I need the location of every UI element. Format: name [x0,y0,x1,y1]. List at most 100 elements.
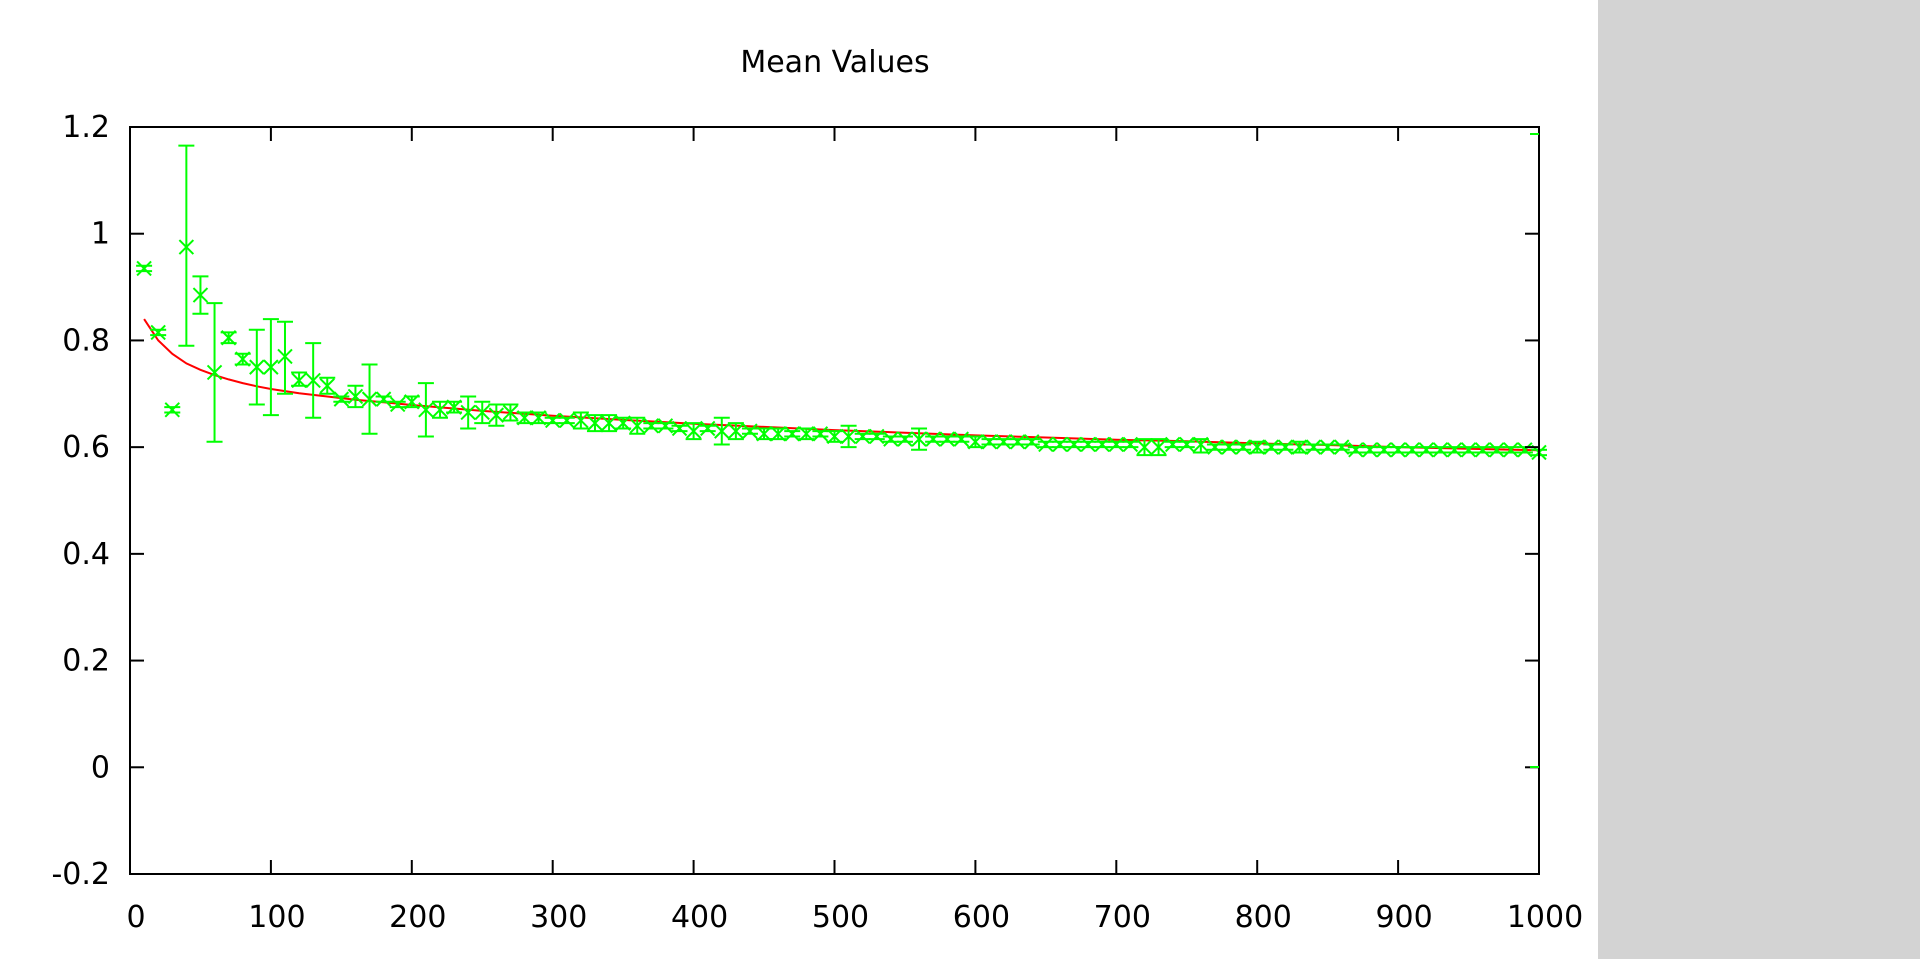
point-marker-b [1418,442,1434,458]
point-marker-b [1009,434,1026,450]
data-point [1094,436,1111,453]
data-point [1108,436,1125,453]
data-point [1136,438,1153,457]
data-point [276,320,293,395]
point-marker-b [657,418,674,434]
point-marker-b [1404,442,1420,458]
data-point [516,410,533,426]
y-tick-label: 0.6 [62,430,110,465]
data-point [1066,436,1083,453]
point-marker-b [995,434,1012,450]
point-marker-b [1334,439,1350,455]
point-marker-b [939,431,955,447]
point-marker-b [784,426,800,442]
data-point [629,416,646,435]
point-marker-b [488,407,505,423]
x-tick-label: 300 [530,900,587,935]
point-marker-b [516,410,533,426]
point-marker-b [728,423,744,439]
point-marker-b [1221,439,1237,455]
data-point [1319,439,1336,455]
data-point [305,342,322,419]
point-marker-b [418,402,434,418]
data-point [572,411,589,430]
data-point [671,420,688,437]
data-point [192,275,209,315]
x-tick-label: 100 [248,900,305,935]
data-point [361,363,378,435]
point-marker-b [1066,436,1082,453]
point-marker-b [981,434,998,450]
point-marker-b [643,418,660,434]
data-point [1023,434,1040,450]
data-point [995,434,1012,450]
data-point [826,428,843,445]
point-marker-b [840,428,857,445]
point-marker-b [544,412,561,429]
point-marker-b [897,431,913,447]
point-marker-b [826,428,843,445]
data-point [643,418,660,434]
point-marker-b [587,415,603,431]
y-tick-label: 1.2 [62,110,110,145]
data-point [1488,442,1505,458]
point-marker-b [714,423,730,439]
x-tick-label: 200 [389,900,446,935]
data-point [1277,439,1294,455]
data-point [1376,442,1393,458]
point-marker-b [1503,442,1519,458]
data-point [699,420,716,437]
point-marker-b [869,428,885,445]
data-point [1361,442,1378,458]
x-tick-label: 1000 [1507,900,1583,935]
point-marker-b [601,415,617,431]
data-point [1037,436,1054,453]
point-marker-b [798,426,815,442]
point-marker-b [1489,442,1505,458]
data-point [586,414,603,433]
data-point [333,391,350,407]
point-marker-b [883,431,899,447]
y-tick-label: 0.2 [62,644,110,679]
point-marker-b [1390,442,1406,458]
point-marker-b [305,372,321,389]
point-marker-b [1150,439,1167,455]
data-point [1446,442,1463,458]
point-marker-b [573,412,589,429]
y-tick-label: 0 [91,750,110,785]
data-point [164,402,181,418]
data-point [502,403,519,422]
point-marker-b [699,420,716,437]
data-point [1460,442,1477,458]
point-marker-b [1474,442,1491,458]
data-point [248,328,265,406]
data-point [925,431,942,447]
point-marker-b [685,423,702,439]
point-marker-b [502,404,519,421]
data-point [953,431,970,447]
point-marker-b [967,434,984,450]
point-marker-b [1362,442,1378,458]
data-point [1192,436,1209,454]
data-point [417,382,434,438]
data-point [615,415,632,431]
data-point [657,418,674,434]
x-tick-label: 600 [953,900,1010,935]
point-marker-b [742,423,758,439]
point-marker-b [1291,439,1308,455]
x-tick-label: 400 [671,900,728,935]
x-tick-label: 500 [812,900,869,935]
point-marker-b [150,324,166,341]
point-marker-b [1164,436,1181,453]
data-point [150,324,167,341]
point-marker-b [1319,439,1336,455]
data-point [446,399,463,415]
point-marker-b [474,404,490,421]
y-tick-label: 1 [91,217,110,252]
data-point [347,384,364,409]
data-point [1249,439,1266,455]
data-point [812,426,829,442]
data-point [291,371,308,389]
data-point [1418,442,1435,458]
data-point [375,391,392,407]
